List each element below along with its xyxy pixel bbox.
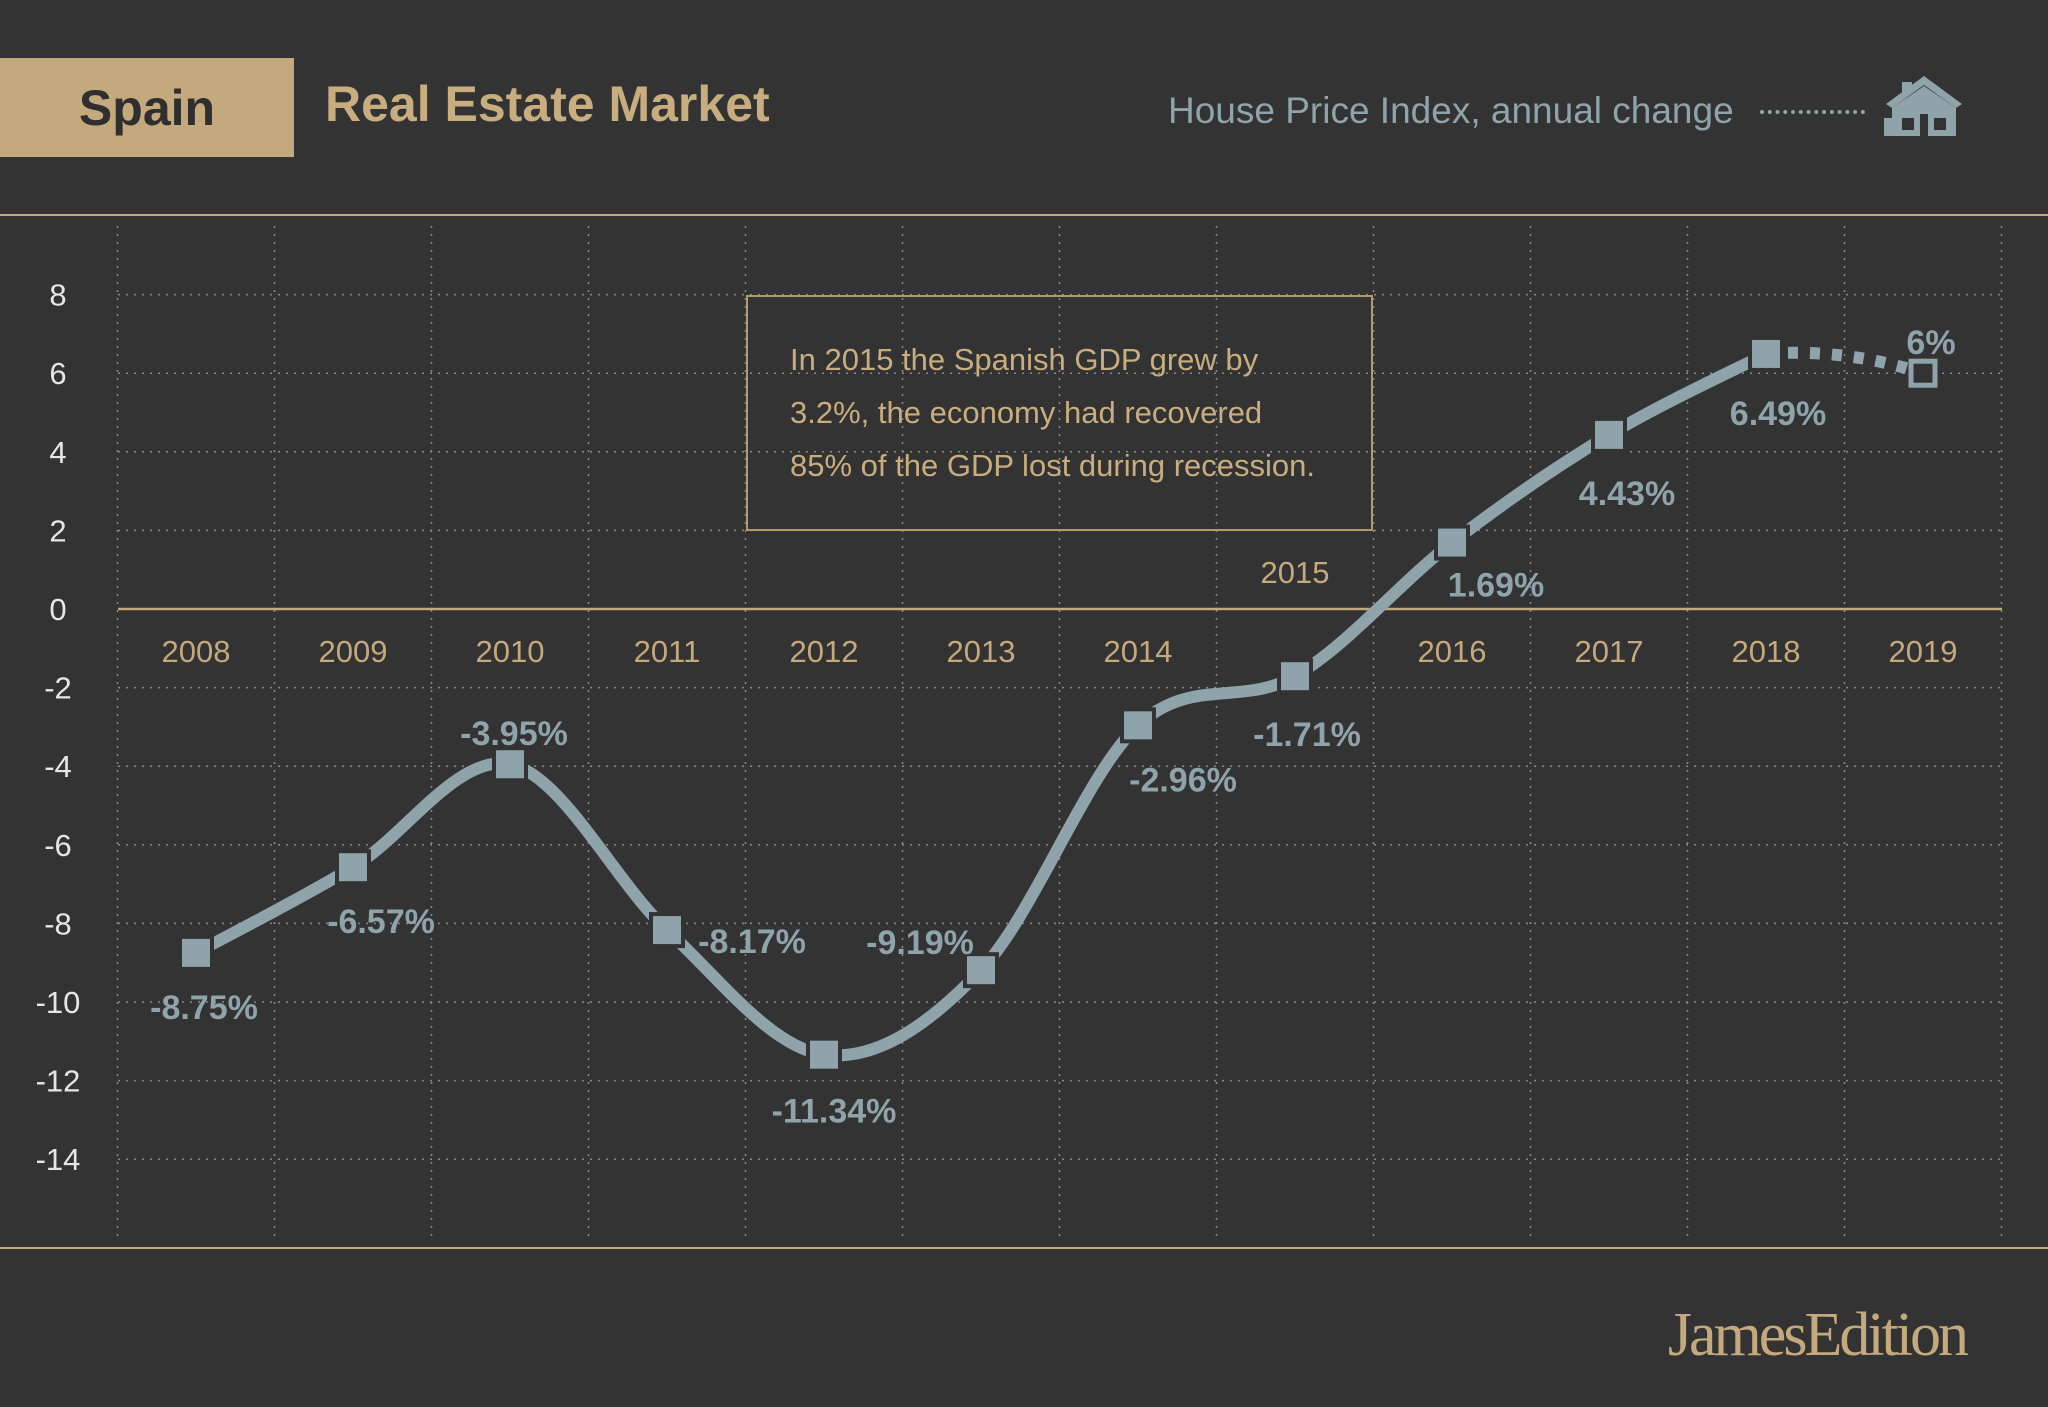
annotation-line-1: In 2015 the Spanish GDP grew by [790, 342, 1259, 377]
chart-title: Real Estate Market [325, 76, 770, 132]
y-tick-label: -12 [36, 1064, 81, 1099]
y-tick-label: -14 [36, 1142, 81, 1177]
data-point [1591, 416, 1627, 453]
data-point [335, 849, 371, 886]
data-point-forecast [1908, 358, 1938, 388]
chart-subtitle: House Price Index, annual change [1168, 90, 1734, 131]
data-label: -1.71% [1253, 716, 1361, 754]
y-tick-label: 4 [49, 435, 66, 470]
x-tick-label: 2008 [162, 634, 231, 669]
data-point [649, 912, 685, 949]
data-label: -8.17% [698, 923, 806, 961]
annotation-line-3: 85% of the GDP lost during recession. [790, 448, 1315, 483]
data-point [1277, 658, 1313, 695]
y-tick-label: -6 [44, 828, 72, 863]
brand-logo: JamesEdition [1667, 1301, 1969, 1369]
x-tick-label: 2019 [1889, 634, 1958, 669]
data-point [806, 1036, 842, 1073]
data-label: 1.69% [1448, 567, 1544, 605]
x-tick-label: 2009 [319, 634, 388, 669]
data-label: 4.43% [1579, 475, 1675, 513]
x-tick-label: 2016 [1418, 634, 1487, 669]
y-tick-label: 6 [49, 356, 66, 391]
x-tick-label: 2015 [1261, 555, 1330, 590]
x-tick-label: 2014 [1104, 634, 1173, 669]
x-tick-label: 2010 [476, 634, 545, 669]
data-point [178, 934, 214, 971]
data-label: -8.75% [150, 989, 258, 1027]
annotation-box: In 2015 the Spanish GDP grew by 3.2%, th… [746, 295, 1373, 531]
y-tick-label: -10 [36, 985, 81, 1020]
data-label: 6.49% [1730, 395, 1826, 433]
x-tick-label: 2018 [1732, 634, 1801, 669]
y-tick-label: 8 [49, 278, 66, 313]
data-label: -2.96% [1129, 761, 1237, 799]
data-point [492, 746, 528, 783]
x-tick-label: 2011 [634, 634, 701, 669]
data-point [1120, 707, 1156, 744]
data-label: -6.57% [327, 903, 435, 941]
x-tick-label: 2013 [947, 634, 1016, 669]
data-label: -9.19% [866, 924, 974, 962]
x-tick-label: 2012 [790, 634, 859, 669]
country-tab: Spain [0, 58, 294, 157]
annotation-line-2: 3.2%, the economy had recovered [790, 395, 1263, 430]
data-point [1748, 335, 1784, 372]
data-label: 6% [1906, 324, 1955, 362]
y-tick-label: 2 [49, 513, 66, 548]
data-label: -11.34% [772, 1093, 897, 1131]
data-label: -3.95% [460, 715, 568, 753]
x-tick-label: 2017 [1575, 634, 1644, 669]
country-label: Spain [78, 79, 216, 136]
data-point [1434, 524, 1470, 561]
house-icon [1884, 76, 1962, 136]
y-tick-label: -4 [44, 749, 72, 784]
data-point [963, 952, 999, 989]
y-tick-label: 0 [49, 592, 66, 627]
y-tick-label: -8 [44, 906, 72, 941]
y-tick-label: -2 [44, 671, 72, 706]
series-forecast-line [1765, 346, 1925, 379]
subtitle-leader-dots [1760, 110, 1865, 114]
